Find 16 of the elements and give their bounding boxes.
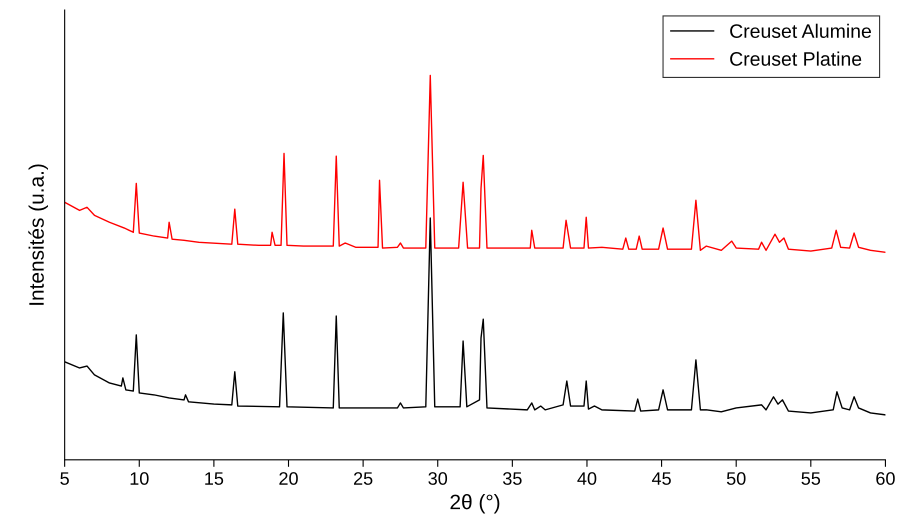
x-tick-label: 40	[577, 472, 596, 485]
x-tick-label: 35	[503, 472, 522, 485]
x-tick-label: 55	[801, 472, 820, 485]
legend-label: Creuset Alumine	[730, 24, 871, 38]
legend-label: Creuset Platine	[730, 52, 862, 66]
x-axis-title: 2θ (°)	[450, 494, 500, 514]
x-tick-label: 25	[354, 472, 372, 485]
y-axis-title: Intensités (u.a.)	[28, 164, 48, 305]
x-tick-label: 15	[205, 472, 224, 485]
x-tick-label: 60	[876, 472, 895, 485]
x-tick-label: 20	[279, 472, 298, 485]
x-tick-label: 50	[726, 472, 746, 485]
x-tick-label: 30	[428, 472, 448, 485]
x-tick-label: 10	[130, 472, 149, 485]
x-tick-label: 45	[652, 472, 671, 485]
x-tick-label: 5	[60, 472, 69, 485]
